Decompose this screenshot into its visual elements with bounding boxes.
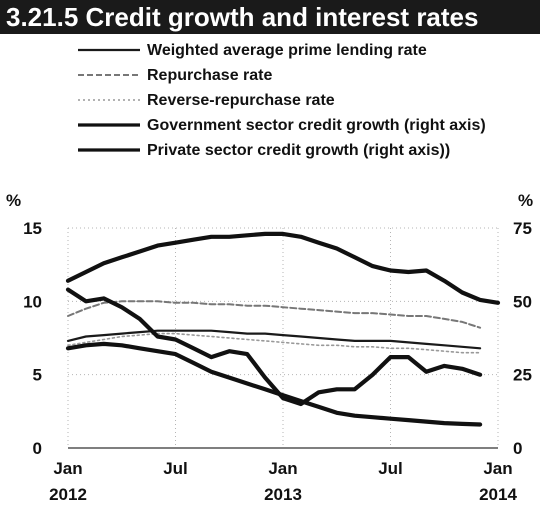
series-line-1	[67, 300, 482, 329]
left-axis-unit: %	[6, 191, 21, 210]
left-tick-label-1: 5	[33, 366, 42, 385]
x-tick-label-0: Jan	[53, 459, 82, 478]
grid	[67, 227, 499, 449]
axes: % % 0 5 10 15 0 25 50 75 Jan 2012 Jul Jan 2013 Jul Jan 20…	[6, 191, 533, 504]
legend-label-2: Reverse-repurchase rate	[147, 92, 335, 109]
legend-label-1: Repurchase rate	[147, 67, 272, 84]
series-line-0	[66, 329, 482, 350]
title-bar: 3.21.5 Credit growth and interest rates	[0, 0, 540, 34]
series-line-3	[65, 287, 483, 407]
left-tick-label-3: 15	[23, 219, 42, 238]
x-tick-label-3: Jul	[378, 459, 403, 478]
right-axis-unit: %	[518, 191, 533, 210]
right-tick-label-3: 75	[513, 219, 532, 238]
right-tick-label-1: 25	[513, 366, 532, 385]
series-line-2	[67, 332, 481, 354]
x-tick-year-2: 2013	[264, 485, 302, 504]
series-lines	[65, 231, 501, 427]
legend: Weighted average prime lending rate Repur…	[78, 42, 486, 159]
left-tick-label-2: 10	[23, 292, 42, 311]
series-line-5	[65, 231, 501, 305]
right-tick-label-0: 0	[513, 439, 522, 458]
legend-label-0: Weighted average prime lending rate	[147, 42, 427, 59]
legend-label-3: Government sector credit growth (right a…	[147, 117, 486, 134]
x-tick-label-4: Jan	[483, 459, 512, 478]
x-tick-label-1: Jul	[163, 459, 188, 478]
x-tick-year-0: 2012	[49, 485, 87, 504]
x-tick-year-4: 2014	[479, 485, 517, 504]
x-tick-label-2: Jan	[268, 459, 297, 478]
right-tick-label-2: 50	[513, 292, 532, 311]
left-tick-label-0: 0	[33, 439, 42, 458]
legend-label-4: Private sector credit growth (right axis…	[147, 142, 450, 159]
series-line-4	[65, 341, 483, 427]
chart-title: 3.21.5 Credit growth and interest rates	[6, 2, 479, 32]
